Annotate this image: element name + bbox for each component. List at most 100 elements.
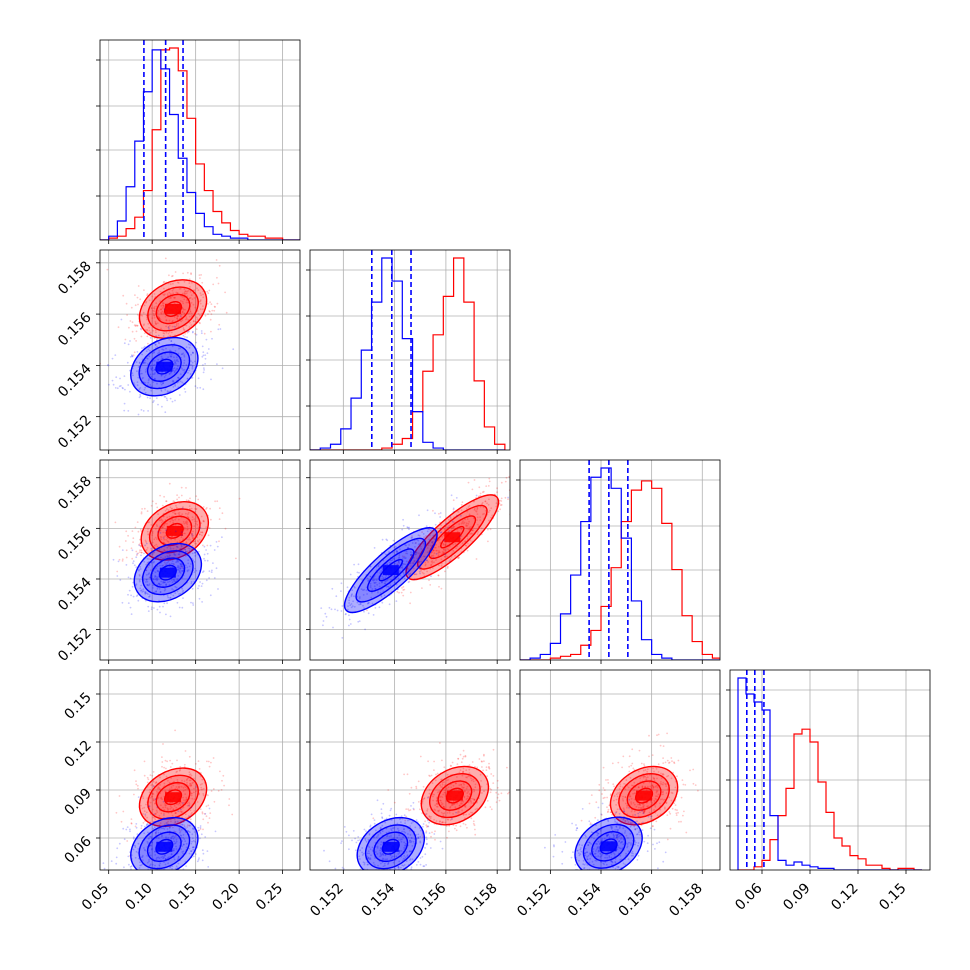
scatter-point: [164, 395, 167, 398]
scatter-point: [348, 834, 350, 837]
scatter-point: [425, 831, 428, 834]
y-tick-label: 0.12: [61, 738, 94, 771]
scatter-point: [655, 798, 658, 801]
scatter-point: [157, 352, 159, 355]
scatter-point: [144, 539, 147, 542]
scatter-point: [444, 543, 447, 546]
scatter-point: [433, 818, 435, 821]
scatter-point: [340, 590, 342, 592]
scatter-point: [161, 834, 163, 836]
scatter-point: [191, 846, 194, 849]
scatter-point: [143, 552, 145, 555]
density-peak: [166, 525, 183, 536]
x-tick-label: 0.152: [514, 880, 554, 920]
scatter-point: [632, 767, 635, 770]
scatter-point: [191, 837, 194, 840]
scatter-point: [160, 355, 163, 358]
contour-line: [364, 824, 417, 870]
scatter-point: [189, 541, 192, 543]
scatter-point: [151, 606, 153, 609]
scatter-point: [674, 786, 677, 789]
scatter-point: [606, 811, 609, 814]
scatter-point: [149, 788, 152, 791]
scatter-point: [115, 856, 118, 859]
scatter-point: [398, 591, 400, 594]
scatter-point: [407, 808, 409, 810]
scatter-point: [350, 595, 353, 598]
scatter-point: [601, 793, 603, 795]
scatter-point: [653, 770, 655, 773]
scatter-point: [368, 601, 370, 604]
scatter-point: [357, 836, 360, 838]
scatter-point: [175, 848, 178, 850]
histogram-frame: [729, 669, 931, 871]
scatter-point: [202, 519, 205, 522]
scatter-point: [185, 865, 188, 867]
scatter-point: [166, 807, 169, 810]
scatter-point: [139, 864, 142, 867]
scatter-point: [486, 775, 488, 777]
scatter-point: [662, 781, 665, 784]
scatter-point: [433, 546, 436, 549]
scatter-point: [162, 304, 165, 307]
scatter-point: [151, 792, 154, 795]
scatter-point: [178, 567, 181, 569]
scatter-point: [185, 522, 188, 525]
scatter-point: [189, 310, 192, 312]
scatter-point: [143, 847, 145, 849]
scatter-point: [403, 814, 406, 817]
scatter-point: [169, 597, 172, 599]
scatter-point: [189, 538, 191, 541]
scatter-point: [381, 882, 383, 884]
scatter-point: [152, 329, 154, 332]
scatter-point: [160, 804, 162, 807]
scatter-point: [357, 620, 360, 623]
scatter-point: [160, 521, 163, 524]
scatter-point: [206, 850, 209, 852]
scatter-point: [205, 526, 208, 528]
scatter-point: [170, 853, 173, 855]
scatter-point: [180, 835, 183, 837]
scatter-point: [195, 341, 197, 344]
scatter-point: [157, 837, 160, 839]
scatter-point: [626, 806, 628, 809]
scatter-point: [381, 830, 384, 832]
scatter-point: [369, 825, 372, 828]
scatter-point: [411, 858, 414, 861]
scatter-point: [464, 754, 467, 757]
scatter-point: [153, 816, 156, 819]
scatter-point: [355, 849, 357, 852]
scatter-point: [443, 806, 445, 809]
scatter-point: [414, 546, 416, 548]
scatter-point: [144, 361, 147, 364]
scatter-point: [181, 802, 184, 804]
scatter-point: [174, 326, 177, 328]
panel-content: [102, 729, 234, 870]
scatter-point: [202, 520, 205, 523]
scatter-point: [171, 581, 174, 584]
scatter-point: [181, 295, 184, 298]
scatter-point: [364, 871, 366, 873]
scatter-point: [359, 596, 361, 598]
scatter-point: [617, 792, 619, 794]
scatter-point: [206, 544, 209, 547]
scatter-point: [414, 550, 417, 553]
scatter-point: [217, 789, 220, 792]
scatter-point: [162, 605, 164, 608]
scatter-point: [135, 330, 138, 333]
scatter-point: [152, 798, 155, 800]
scatter-point: [445, 522, 448, 525]
scatter-point: [402, 836, 405, 838]
scatter-point: [162, 800, 165, 803]
scatter-point: [159, 584, 161, 586]
scatter-point: [155, 302, 158, 305]
scatter-point: [153, 373, 156, 375]
scatter-point: [131, 530, 134, 532]
scatter-point: [190, 784, 193, 786]
scatter-point: [466, 527, 468, 530]
scatter-point: [128, 589, 131, 592]
scatter-point: [175, 586, 178, 589]
scatter-point: [135, 823, 138, 825]
scatter-point: [655, 790, 658, 793]
scatter-point: [149, 558, 152, 561]
